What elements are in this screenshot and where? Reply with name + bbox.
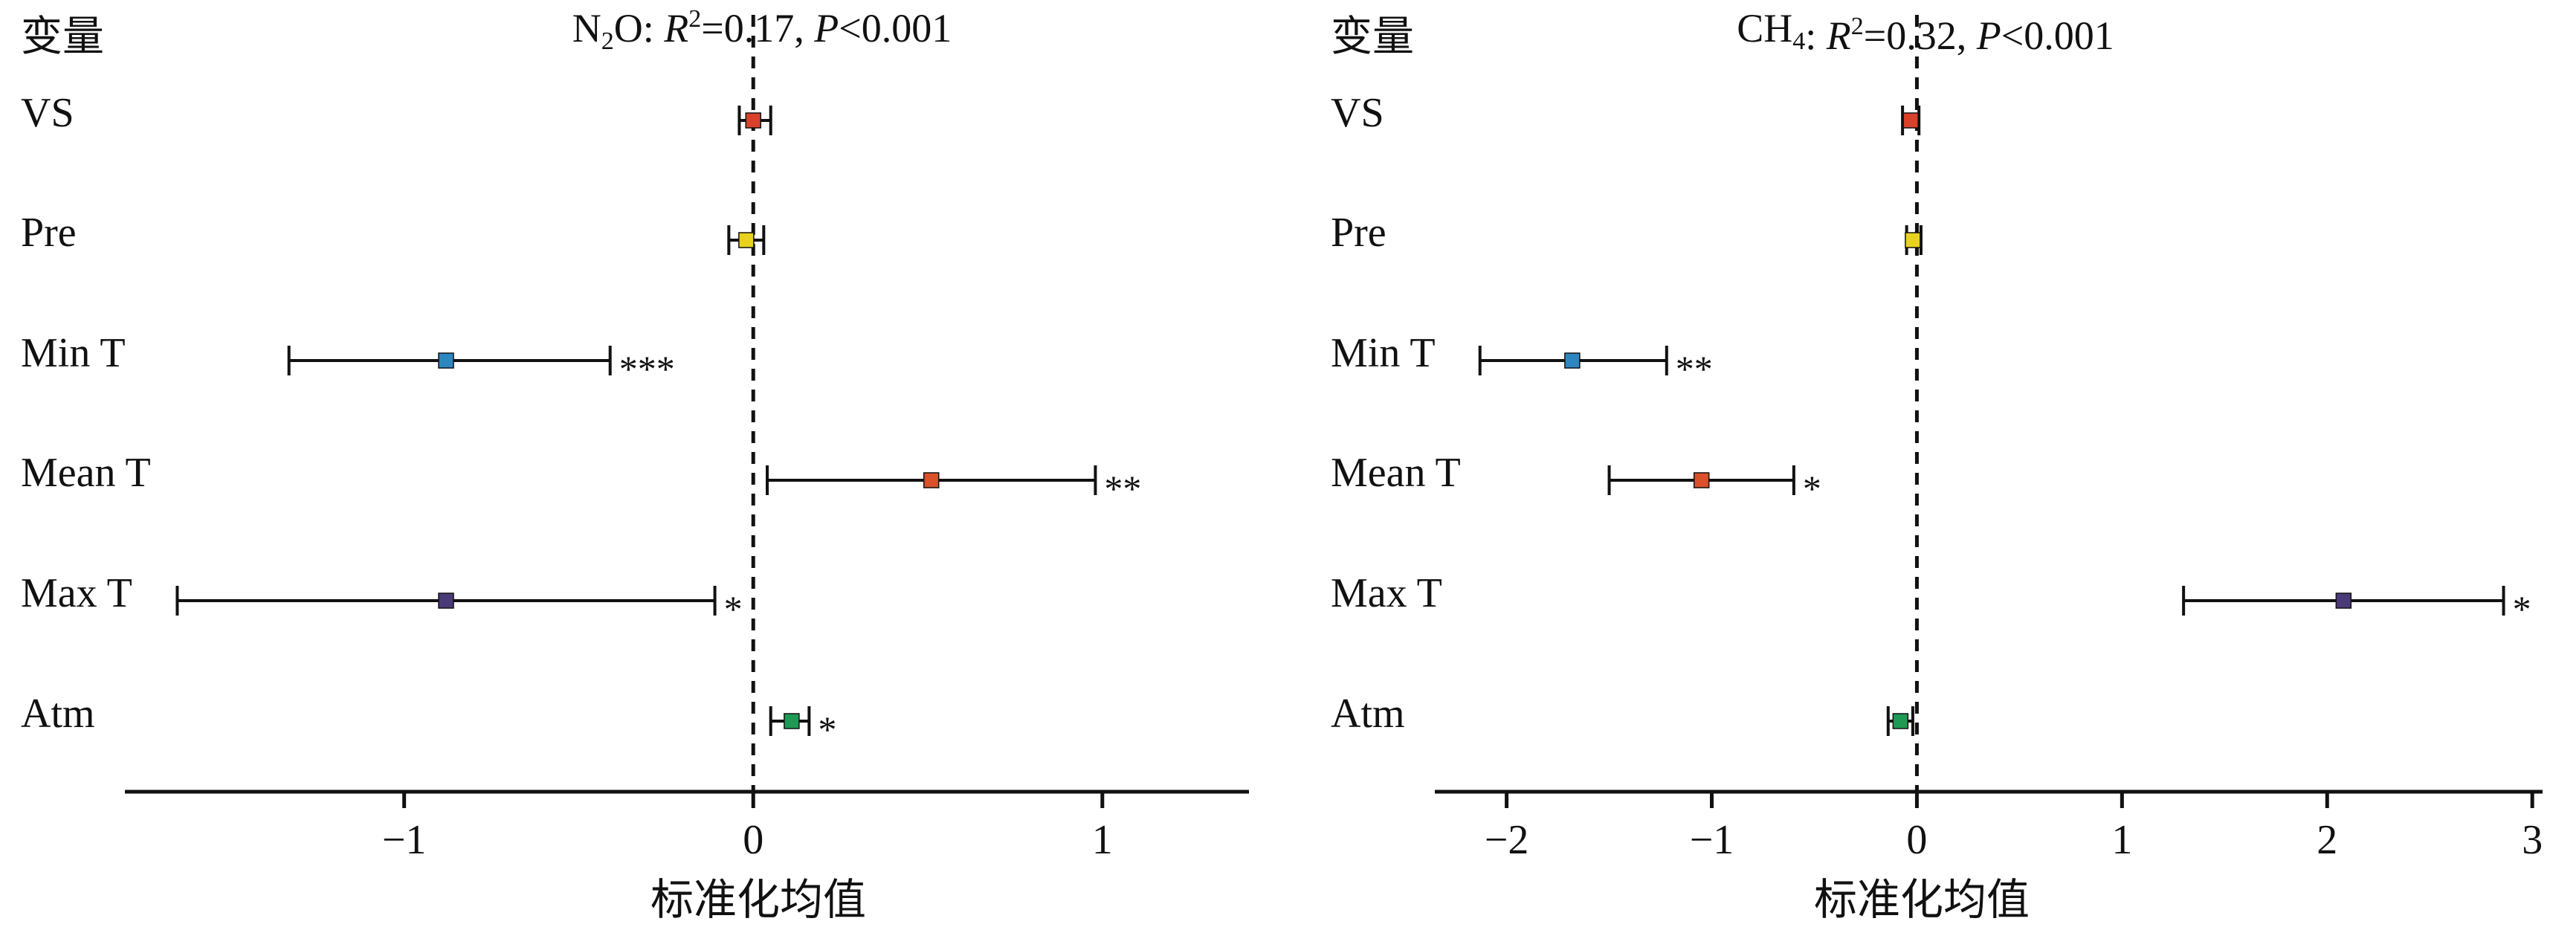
estimate-markers: ******* [175, 106, 1141, 750]
variable-label: Pre [21, 210, 77, 256]
x-axis: −1 0 1 [125, 789, 1249, 863]
x-axis-label: 标准化均值 [651, 876, 866, 924]
variable-label: Mean T [1331, 450, 1461, 496]
estimate-marker [1902, 112, 1919, 129]
estimate-marker [1905, 232, 1921, 248]
estimate-markers: **** [1478, 106, 2531, 736]
estimate-marker [1693, 472, 1710, 488]
x-axis: −2 −1 0 1 2 3 [1435, 789, 2543, 863]
variable-label: Max T [1331, 570, 1442, 616]
x-tick-label: 3 [2522, 817, 2543, 863]
variable-label: Atm [21, 691, 95, 737]
x-tick-label: 2 [2317, 817, 2337, 863]
variable-label: VS [1331, 90, 1384, 136]
variable-label: Atm [1331, 691, 1405, 737]
significance-label: * [1803, 468, 1821, 509]
variable-label: Min T [1331, 330, 1436, 376]
significance-label: ** [1676, 348, 1713, 390]
x-tick-label: 1 [1092, 817, 1113, 863]
x-tick-label: −2 [1485, 817, 1529, 863]
estimate-marker [745, 112, 761, 129]
estimate-marker [738, 232, 755, 248]
significance-label: * [2513, 588, 2531, 630]
x-tick-label: −1 [1690, 817, 1734, 863]
x-tick-label: 0 [743, 817, 764, 863]
estimate-marker [784, 713, 800, 729]
significance-label: *** [619, 348, 675, 390]
variable-label: Max T [21, 570, 132, 616]
significance-label: ** [1104, 468, 1141, 509]
estimate-marker [923, 472, 940, 488]
ch4-panel: 变量 CH4: R2=0.32, P<0.001 VS Pre Min T Mean … [1331, 6, 2543, 924]
estimate-marker [438, 352, 454, 369]
estimate-marker [1564, 352, 1581, 369]
x-axis-label: 标准化均值 [1814, 876, 2030, 924]
variable-header: 变量 [1331, 14, 1414, 60]
variable-label: Pre [1331, 210, 1387, 256]
chart-title: CH4: R2=0.32, P<0.001 [1737, 6, 2114, 58]
estimate-marker [1892, 713, 1909, 729]
significance-label: * [724, 588, 743, 630]
n2o-panel: 变量 N2O: R2=0.17, P<0.001 VS Pre Min T Mean … [21, 5, 1249, 924]
variable-header: 变量 [21, 14, 104, 60]
x-tick-label: −1 [382, 817, 427, 863]
variable-label: Min T [21, 330, 126, 376]
estimate-marker [438, 592, 454, 609]
chart-title: N2O: R2=0.17, P<0.001 [572, 5, 952, 55]
variable-label: Mean T [21, 450, 151, 496]
estimate-marker [2335, 592, 2352, 609]
variable-labels: VS Pre Min T Mean T Max T Atm [21, 90, 151, 737]
variable-label: VS [21, 90, 74, 136]
x-tick-label: 1 [2111, 817, 2132, 863]
significance-label: * [818, 708, 836, 750]
variable-labels: VS Pre Min T Mean T Max T Atm [1331, 90, 1461, 737]
x-tick-label: 0 [1906, 817, 1927, 863]
